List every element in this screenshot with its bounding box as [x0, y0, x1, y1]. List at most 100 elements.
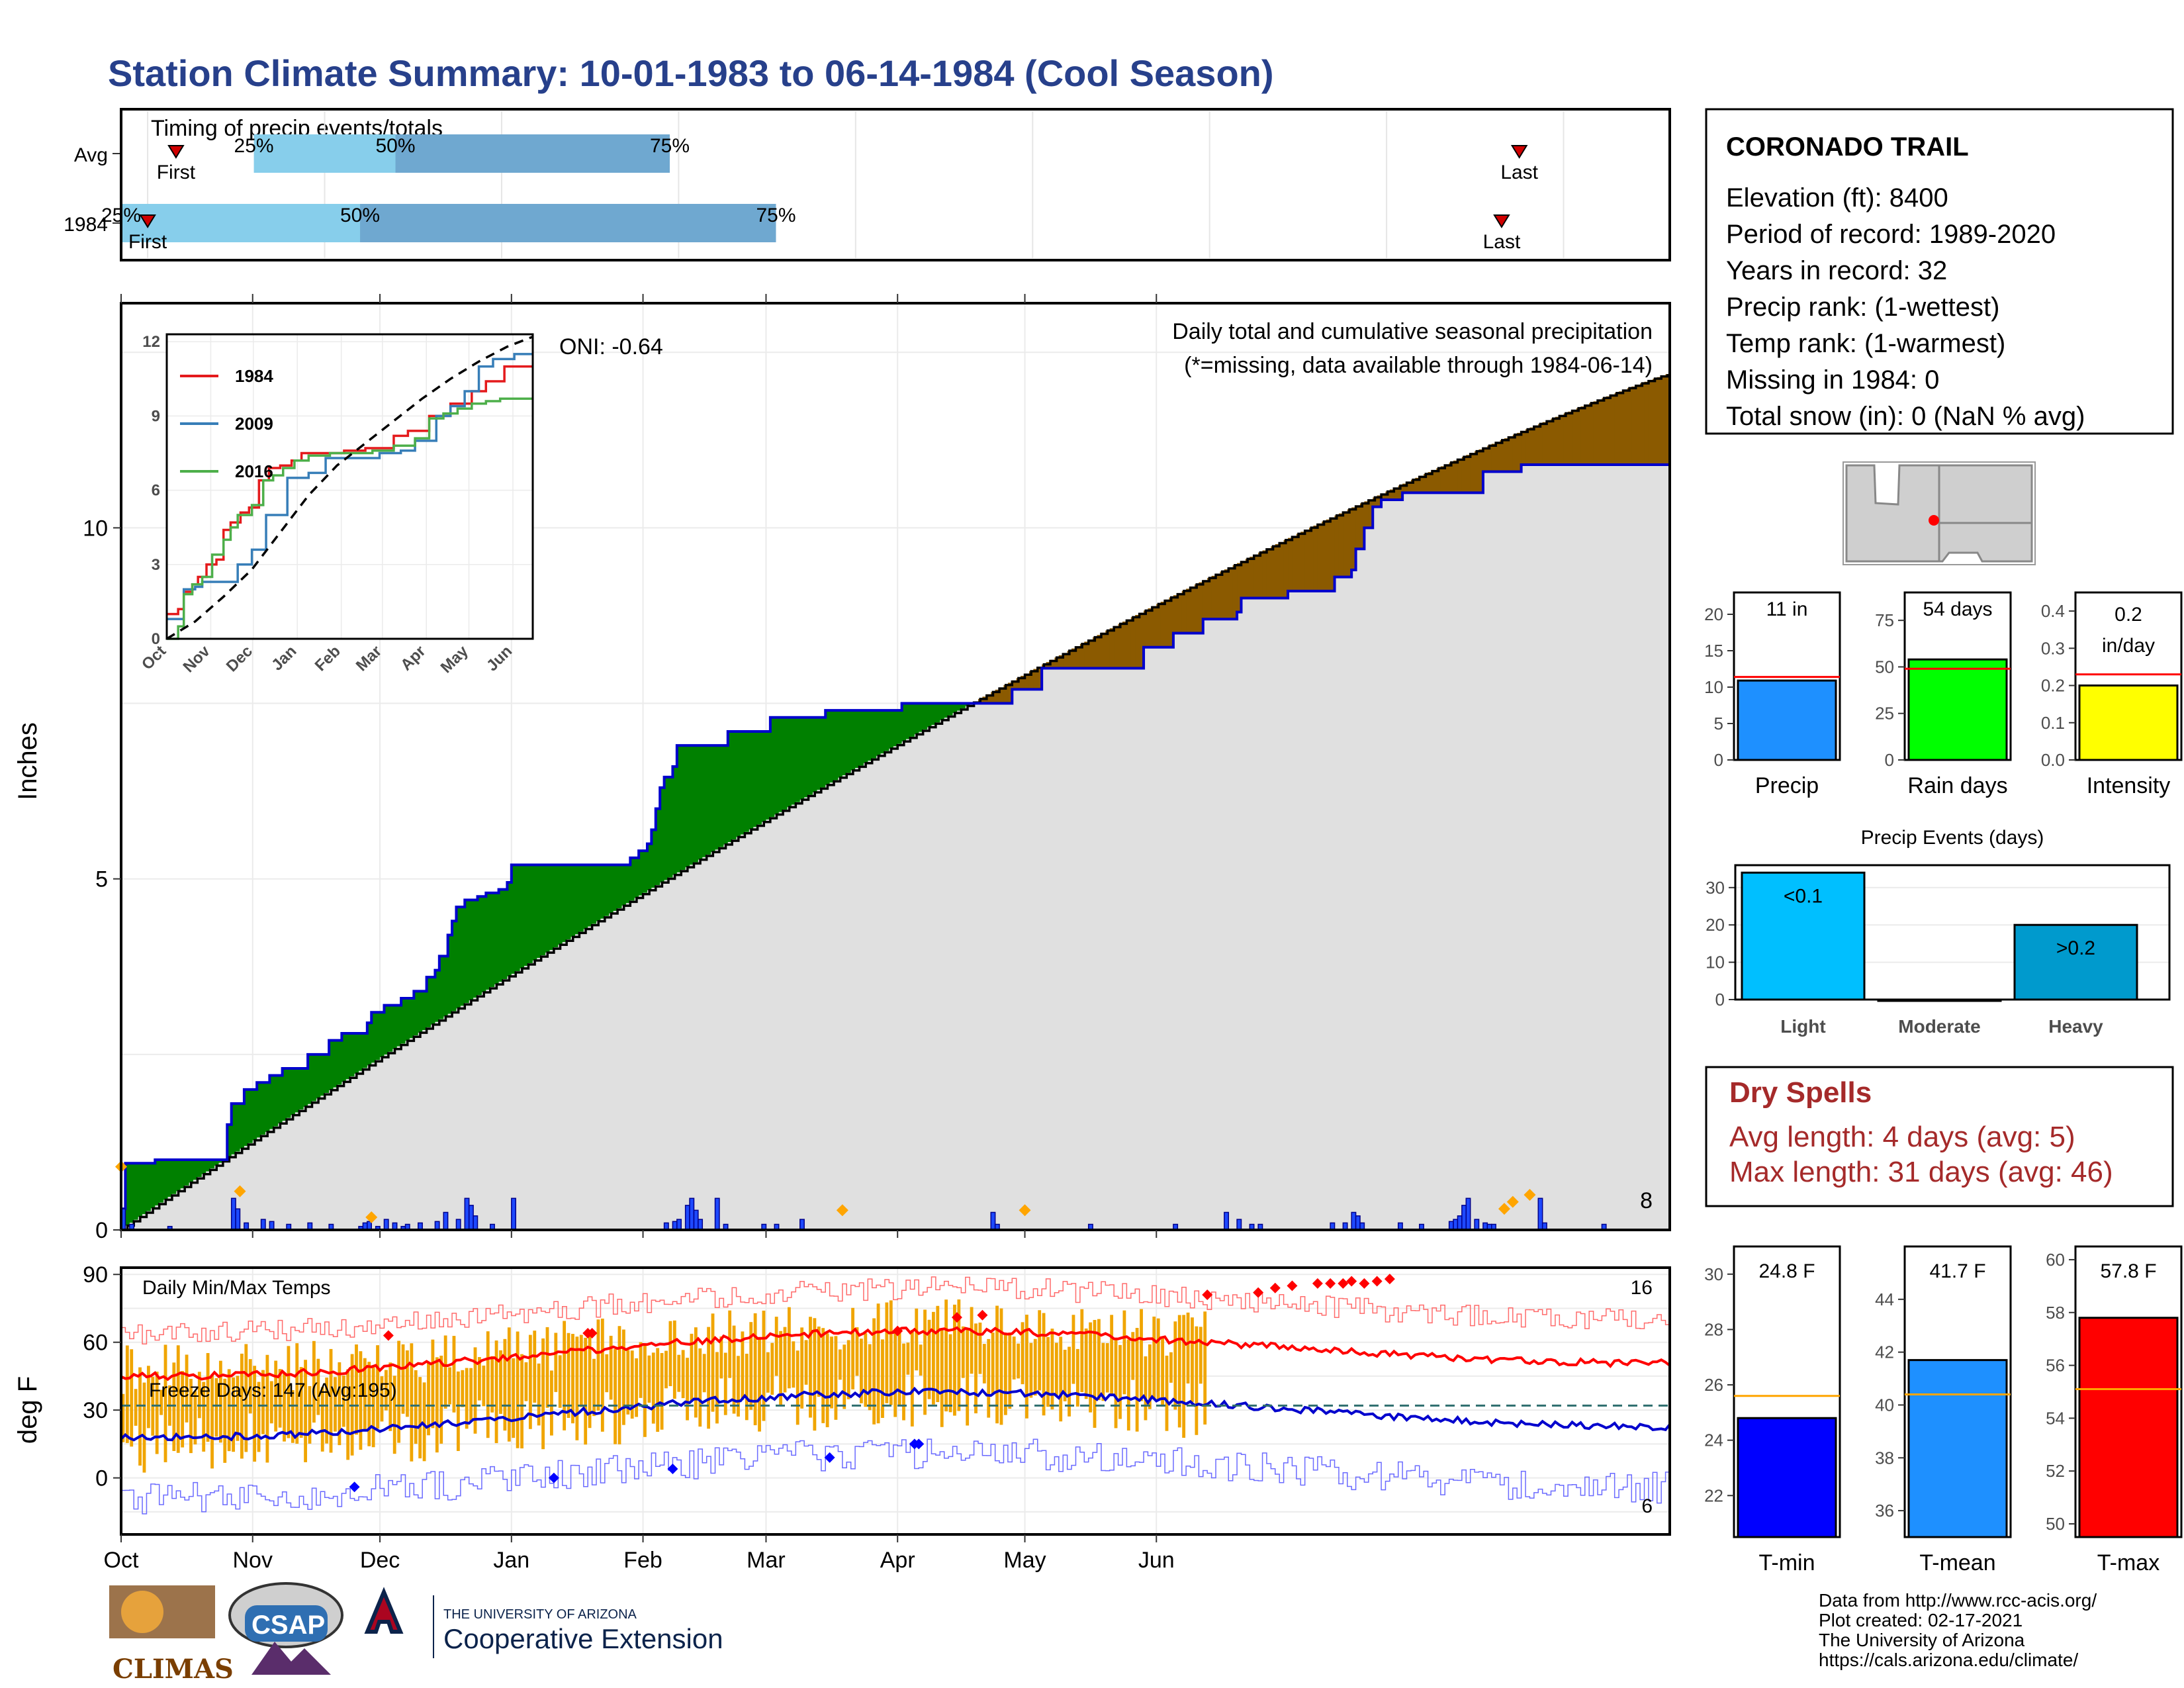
daily-temp-bar	[448, 1367, 451, 1405]
precip-anomaly-fill	[639, 851, 644, 896]
precip-anomaly-fill	[1623, 389, 1628, 465]
daily-temp-bar	[846, 1340, 850, 1399]
precip-base-fill	[329, 1090, 334, 1230]
precip-base-fill	[567, 939, 572, 1230]
precip-anomaly-fill	[749, 731, 754, 830]
precip-base-fill	[821, 787, 826, 1230]
precip-base-fill	[592, 923, 597, 1230]
precip-anomaly-fill	[1653, 379, 1658, 465]
precip-base-fill	[553, 947, 559, 1230]
precip-note: Daily total and cumulative seasonal prec…	[1172, 319, 1653, 344]
precip-anomaly-fill	[1148, 608, 1153, 647]
precip-base-fill	[995, 703, 1000, 1230]
summary-bar-tick-label: 60	[2046, 1250, 2065, 1270]
precip-anomaly-fill	[414, 991, 419, 1036]
summary-bar-label: Rain days	[1907, 773, 2007, 798]
daily-temp-bar	[1203, 1311, 1207, 1425]
daily-temp-bar	[1144, 1356, 1148, 1421]
precip-anomaly-fill	[1640, 383, 1645, 465]
precip-base-fill	[749, 829, 754, 1230]
station-info-line: Precip rank: (1-wettest)	[1726, 293, 1999, 322]
precip-anomaly-fill	[834, 710, 839, 780]
daily-temp-bar	[804, 1340, 808, 1385]
precip-base-fill	[753, 827, 758, 1230]
precip-base-fill	[723, 844, 729, 1230]
daily-precip-bar	[1236, 1219, 1242, 1231]
precip-base-fill	[919, 731, 924, 1230]
timing-first-marker	[139, 214, 156, 228]
precip-anomaly-fill	[1593, 401, 1598, 465]
precip-anomaly-fill	[265, 1082, 270, 1132]
precip-base-fill	[363, 1068, 368, 1230]
precip-anomaly-fill	[1563, 413, 1569, 465]
precip-anomaly-fill	[1398, 485, 1403, 500]
precip-anomaly-fill	[380, 1012, 385, 1058]
precip-base-fill	[596, 921, 602, 1230]
daily-temp-bar	[902, 1343, 905, 1421]
daily-temp-bar	[774, 1317, 778, 1376]
precip-anomaly-fill	[952, 703, 958, 714]
daily-precip-bar	[511, 1197, 516, 1231]
precip-anomaly-fill	[150, 1163, 156, 1209]
precip-anomaly-fill	[1572, 410, 1577, 465]
daily-temp-bar	[1126, 1339, 1130, 1431]
precip-anomaly-fill	[1521, 431, 1526, 465]
precip-anomaly-fill	[1661, 375, 1666, 465]
precip-base-fill	[532, 961, 537, 1230]
precip-base-fill	[1135, 668, 1140, 1230]
events-frame	[1734, 864, 2171, 1001]
temps-ytick-label: 90	[83, 1262, 108, 1288]
precip-base-fill	[965, 706, 970, 1230]
precip-ytick-label: 0	[95, 1218, 108, 1243]
precip-base-fill	[1338, 577, 1343, 1230]
precip-base-fill	[558, 945, 563, 1230]
precip-anomaly-fill	[312, 1054, 317, 1102]
precip-anomaly-fill	[308, 1054, 313, 1104]
daily-temp-bar	[842, 1344, 846, 1409]
daily-temp-bar	[291, 1390, 295, 1443]
precip-base-fill	[1410, 492, 1416, 1230]
precip-base-fill	[647, 890, 652, 1230]
precip-base-fill	[1190, 633, 1195, 1230]
precip-anomaly-fill	[1253, 554, 1259, 598]
precip-anomaly-fill	[422, 991, 428, 1031]
precip-anomaly-fill	[316, 1054, 321, 1099]
precip-anomaly-fill	[1619, 391, 1624, 465]
precip-base-fill	[1593, 464, 1598, 1230]
precip-anomaly-fill	[1266, 548, 1271, 598]
precip-events-chart: Precip Events (days) 0 10 20 30 <0.1 Light Mode…	[1706, 827, 2171, 1037]
daily-temp-bar	[469, 1368, 473, 1421]
daily-precip-bar	[1461, 1205, 1467, 1231]
daily-temp-bar	[974, 1323, 978, 1414]
precip-anomaly-fill	[583, 865, 588, 929]
precip-anomaly-fill	[1381, 493, 1387, 500]
precip-base-fill	[1512, 471, 1518, 1231]
precip-anomaly-fill	[1453, 460, 1459, 493]
daily-temp-bar	[380, 1376, 384, 1422]
timing-bar-low	[121, 204, 361, 242]
precip-anomaly-fill	[999, 687, 1005, 704]
precip-base-fill	[694, 862, 699, 1230]
daily-temp-bar	[334, 1377, 337, 1432]
precip-anomaly-fill	[690, 745, 695, 865]
precip-base-fill	[1300, 590, 1306, 1230]
precip-anomaly-fill	[248, 1089, 253, 1143]
station-info-line: Period of record: 1989-2020	[1726, 220, 2056, 249]
precip-base-fill	[447, 1013, 453, 1230]
precip-anomaly-fill	[180, 1159, 185, 1189]
precip-base-fill	[537, 958, 542, 1230]
precip-base-fill	[1355, 549, 1361, 1230]
precip-anomaly-fill	[1610, 395, 1615, 465]
precip-anomaly-fill	[1199, 582, 1204, 633]
daily-temp-bar	[1199, 1327, 1203, 1384]
daily-temp-bar	[889, 1300, 893, 1405]
precip-anomaly-fill	[214, 1159, 220, 1166]
precip-base-fill	[1296, 590, 1301, 1230]
precip-base-fill	[1368, 528, 1373, 1230]
precip-anomaly-fill	[473, 900, 478, 998]
precip-anomaly-fill	[1487, 445, 1492, 472]
summary-bar-tick-label: 42	[1875, 1342, 1894, 1362]
daily-temp-bar	[1046, 1336, 1050, 1407]
daily-temp-bar	[792, 1341, 796, 1388]
daily-temp-bar	[995, 1305, 999, 1424]
